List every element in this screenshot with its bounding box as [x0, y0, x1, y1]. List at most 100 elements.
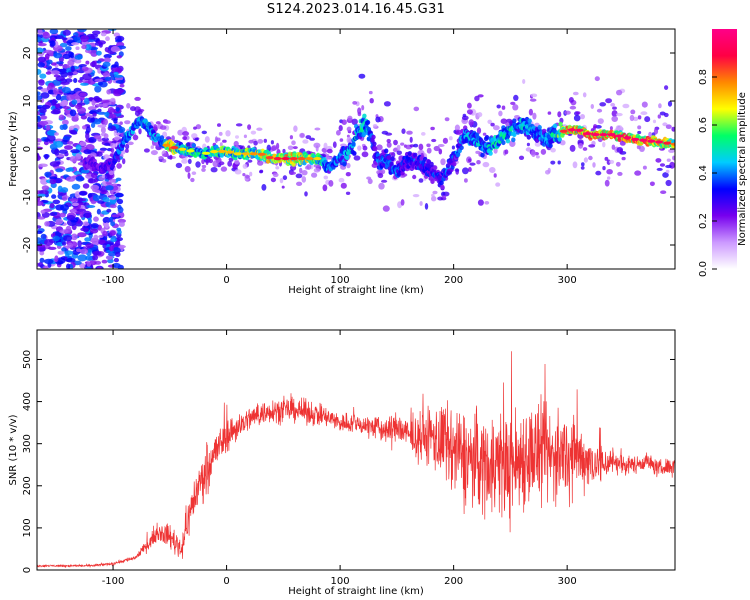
- noise-blob: [462, 167, 469, 175]
- noise-blob: [49, 176, 58, 180]
- noise-blob: [68, 168, 75, 172]
- noise-blob: [489, 167, 496, 173]
- noise-blob: [70, 65, 75, 73]
- noise-blob: [596, 108, 603, 113]
- peak-blob: [671, 142, 675, 146]
- noise-blob: [113, 118, 118, 124]
- noise-blob: [37, 91, 41, 96]
- noise-blob: [572, 91, 579, 96]
- noise-blob: [44, 221, 50, 227]
- noise-blob: [86, 261, 92, 267]
- noise-blob: [304, 191, 308, 197]
- noise-blob: [309, 137, 315, 141]
- noise-blob: [116, 55, 123, 59]
- noise-blob: [55, 218, 64, 225]
- peak-blob: [281, 157, 290, 161]
- noise-blob: [101, 137, 110, 142]
- noise-blob: [187, 158, 192, 164]
- noise-blob: [381, 130, 389, 135]
- noise-blob: [87, 116, 95, 123]
- noise-blob: [37, 193, 46, 197]
- ridge-blob: [548, 143, 553, 149]
- noise-blob: [476, 127, 482, 134]
- noise-blob: [204, 136, 210, 143]
- noise-blob: [80, 115, 88, 120]
- noise-blob: [228, 157, 234, 162]
- noise-blob: [664, 85, 669, 90]
- noise-blob: [87, 106, 97, 111]
- noise-blob: [256, 127, 263, 131]
- noise-blob: [55, 103, 61, 108]
- colorbar-label: Normalized spectral amplitude: [737, 92, 748, 246]
- peak-blob: [241, 152, 250, 156]
- noise-blob: [493, 125, 500, 131]
- noise-blob: [225, 130, 231, 137]
- ridge-blob: [526, 134, 531, 140]
- noise-blob: [662, 122, 668, 127]
- noise-blob: [182, 131, 190, 137]
- noise-blob: [432, 190, 438, 195]
- noise-blob: [79, 141, 87, 147]
- noise-blob: [346, 162, 351, 169]
- noise-blob: [37, 47, 44, 54]
- noise-blob: [607, 176, 611, 180]
- noise-blob: [326, 148, 333, 154]
- noise-blob: [378, 182, 385, 190]
- snr-panel: -100 0 100 200 300 0 100 200 300 400 500 Height o…: [8, 329, 676, 597]
- noise-blob: [212, 160, 219, 168]
- noise-blob: [195, 161, 201, 168]
- noise-blob: [55, 94, 62, 101]
- noise-blob: [633, 116, 639, 122]
- noise-blob: [658, 103, 662, 109]
- noise-blob: [95, 103, 105, 107]
- x-tick-label: 0: [223, 576, 229, 587]
- noise-blob: [248, 139, 254, 144]
- noise-blob: [323, 175, 329, 180]
- noise-blob: [637, 115, 642, 120]
- noise-blob: [61, 37, 68, 41]
- noise-blob: [46, 130, 57, 136]
- noise-blob: [378, 168, 386, 175]
- noise-blob: [143, 148, 150, 153]
- ridge-blob: [344, 155, 350, 161]
- noise-blob: [96, 60, 102, 64]
- noise-blob: [79, 248, 89, 255]
- noise-blob: [71, 202, 79, 207]
- peak-blob: [233, 152, 242, 156]
- noise-blob: [37, 43, 47, 47]
- noise-blob: [649, 181, 655, 187]
- noise-blob: [259, 170, 263, 174]
- ridge-blob: [186, 142, 191, 148]
- noise-blob: [282, 175, 288, 181]
- noise-blob: [201, 164, 207, 169]
- colorbar-tick-label: 0.4: [698, 165, 709, 181]
- noise-blob: [64, 250, 74, 256]
- noise-blob: [75, 46, 80, 50]
- peak-blob: [210, 150, 219, 154]
- noise-blob: [289, 135, 293, 140]
- noise-blob: [245, 175, 250, 179]
- ridge-blob: [552, 123, 558, 129]
- noise-blob: [437, 196, 444, 201]
- noise-blob: [39, 189, 49, 195]
- noise-blob: [44, 154, 49, 160]
- noise-blob: [92, 251, 102, 256]
- ridge-blob: [527, 118, 532, 124]
- noise-blob: [357, 111, 362, 117]
- noise-blob: [44, 171, 52, 178]
- noise-blob: [59, 42, 68, 48]
- noise-blob: [98, 234, 104, 239]
- noise-blob: [382, 205, 390, 212]
- noise-blob: [295, 173, 303, 179]
- noise-blob: [49, 179, 57, 185]
- noise-blob: [75, 104, 83, 109]
- y-tick-label: -10: [22, 189, 33, 205]
- noise-blob: [253, 140, 258, 146]
- peak-blob: [623, 136, 632, 140]
- noise-blob: [345, 172, 351, 177]
- ridge-blob: [452, 161, 457, 167]
- noise-blob: [495, 182, 501, 187]
- noise-blob: [362, 145, 368, 151]
- noise-blob: [234, 159, 240, 165]
- y-tick-label: 500: [22, 350, 33, 369]
